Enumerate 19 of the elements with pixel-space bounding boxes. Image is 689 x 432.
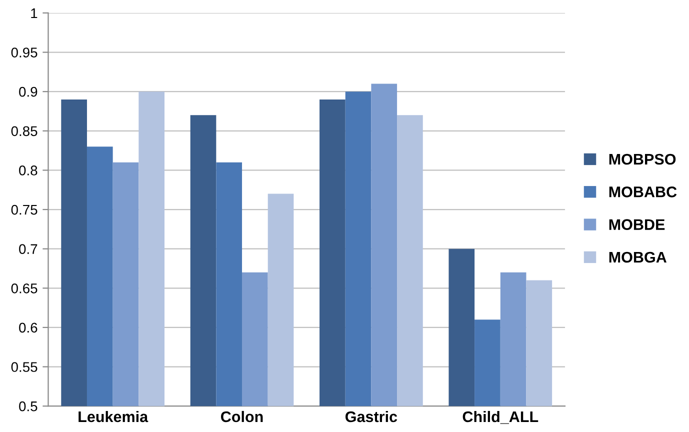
x-tick-label: Gastric	[346, 410, 398, 422]
y-tick-label: 1	[31, 8, 38, 18]
y-tick-label: 0.85	[11, 126, 38, 136]
y-tick-label: 0.5	[19, 401, 38, 412]
legend-label: MOBPSO	[609, 154, 676, 165]
y-tick-label: 0.7	[19, 244, 38, 254]
x-tick-label: Colon	[221, 410, 263, 422]
legend-label: MOBDE	[609, 219, 665, 230]
y-tick-label: 0.55	[11, 362, 38, 372]
y-tick-label: 0.9	[19, 86, 38, 97]
y-tick-label: 0.65	[11, 283, 38, 294]
y-tick-label: 0.75	[11, 204, 38, 215]
y-tick-label: 0.8	[19, 166, 38, 176]
y-tick-label: 0.95	[11, 48, 38, 58]
legend-label: MOBGA	[609, 252, 666, 263]
x-tick-label: Child_ALL	[462, 410, 538, 424]
x-tick-label: Leukemia	[78, 410, 148, 422]
y-tick-label: 0.6	[19, 322, 38, 333]
legend-label: MOBABC	[609, 186, 677, 198]
